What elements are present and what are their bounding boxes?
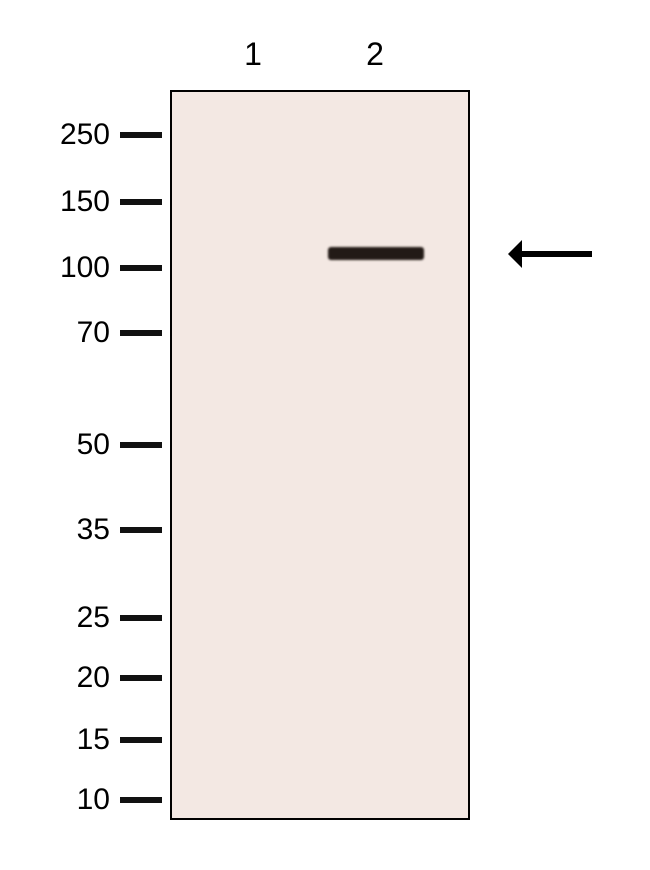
mw-label-250: 250 bbox=[60, 118, 110, 152]
mw-label-25: 25 bbox=[77, 601, 110, 635]
band-arrow-line bbox=[522, 251, 592, 257]
lane-label-2: 2 bbox=[366, 36, 384, 73]
mw-label-150: 150 bbox=[60, 185, 110, 219]
mw-label-70: 70 bbox=[77, 316, 110, 350]
mw-label-100: 100 bbox=[60, 251, 110, 285]
band-arrow-head-icon bbox=[508, 240, 522, 268]
mw-tick-250 bbox=[120, 132, 162, 138]
mw-tick-70 bbox=[120, 330, 162, 336]
mw-tick-100 bbox=[120, 265, 162, 271]
mw-tick-15 bbox=[120, 737, 162, 743]
mw-label-50: 50 bbox=[77, 428, 110, 462]
mw-label-15: 15 bbox=[77, 723, 110, 757]
mw-tick-25 bbox=[120, 615, 162, 621]
mw-tick-20 bbox=[120, 675, 162, 681]
mw-tick-10 bbox=[120, 797, 162, 803]
band-lane2 bbox=[328, 247, 424, 260]
mw-tick-150 bbox=[120, 199, 162, 205]
blot-membrane bbox=[170, 90, 470, 820]
lane-label-1: 1 bbox=[244, 36, 262, 73]
mw-label-35: 35 bbox=[77, 513, 110, 547]
mw-tick-50 bbox=[120, 442, 162, 448]
mw-label-20: 20 bbox=[77, 661, 110, 695]
mw-label-10: 10 bbox=[77, 783, 110, 817]
mw-tick-35 bbox=[120, 527, 162, 533]
